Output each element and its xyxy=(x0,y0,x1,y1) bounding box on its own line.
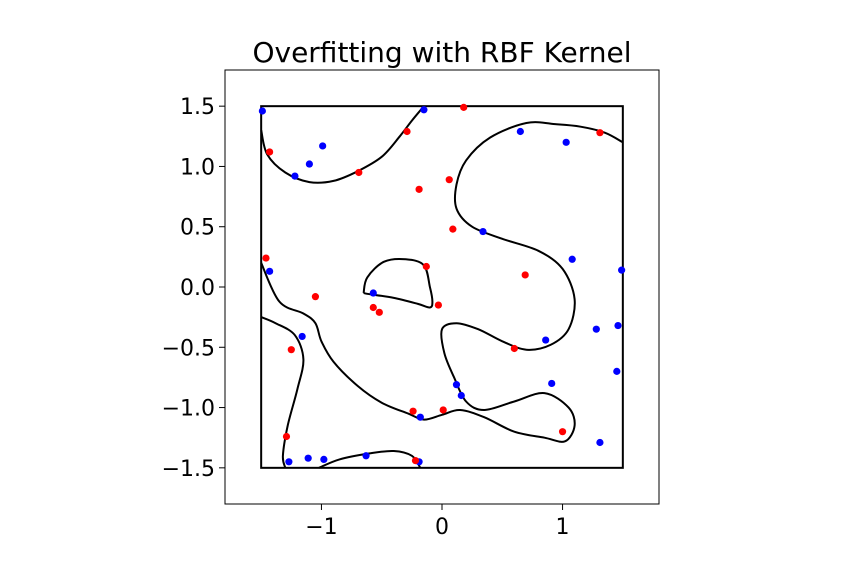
data-point xyxy=(411,457,420,465)
scatter-points-layer xyxy=(258,103,626,466)
data-point xyxy=(362,452,370,460)
y-tick-label: −1.0 xyxy=(162,397,215,422)
data-point xyxy=(409,407,417,415)
decision-boundary-curve xyxy=(362,258,434,309)
data-point xyxy=(596,438,604,447)
x-tick-label: 0 xyxy=(435,515,449,540)
data-point xyxy=(291,172,299,180)
data-point xyxy=(562,138,570,146)
x-tick-label: −1 xyxy=(305,515,337,540)
y-tick-label: −1.5 xyxy=(162,457,215,482)
y-tick-label: 1.0 xyxy=(180,155,215,180)
y-tick-label: −0.5 xyxy=(162,336,215,361)
data-point xyxy=(420,106,428,114)
data-point xyxy=(548,379,556,388)
data-point xyxy=(457,391,465,400)
data-point xyxy=(596,129,604,137)
data-point xyxy=(479,227,487,236)
data-point xyxy=(460,103,468,111)
y-tick-label: 0.5 xyxy=(180,216,215,241)
data-point xyxy=(285,458,293,466)
data-point xyxy=(568,255,576,263)
data-point xyxy=(304,454,312,462)
data-point xyxy=(258,107,266,115)
data-point xyxy=(434,301,442,309)
data-point xyxy=(416,413,424,421)
data-point xyxy=(415,185,423,193)
data-point xyxy=(266,148,274,156)
data-point xyxy=(403,127,411,136)
data-point xyxy=(282,432,291,441)
data-point xyxy=(521,271,529,279)
data-point xyxy=(439,406,447,414)
data-point xyxy=(262,254,270,262)
data-point xyxy=(445,176,453,184)
y-tick-label: 0.0 xyxy=(180,276,215,301)
data-point xyxy=(422,262,430,271)
data-point xyxy=(618,266,626,274)
data-point xyxy=(311,293,320,301)
data-point xyxy=(613,367,621,375)
axis-ticks: −1 0 1 −1.5 −1.0 −0.5 0.0 0.5 1.0 1.5 xyxy=(162,95,570,540)
x-tick-label: 1 xyxy=(556,515,570,540)
data-point xyxy=(287,346,295,354)
data-point xyxy=(369,289,377,297)
decision-boundary-layer xyxy=(260,105,624,469)
data-point xyxy=(319,142,327,150)
data-point xyxy=(266,267,274,275)
data-point xyxy=(449,225,457,233)
decision-boundary-curve xyxy=(260,316,305,469)
data-point xyxy=(305,160,313,168)
data-point xyxy=(516,127,524,136)
data-point xyxy=(375,308,383,316)
decision-boundary-curve xyxy=(260,105,425,184)
bounding-box-layer xyxy=(260,105,624,469)
y-tick-label: 1.5 xyxy=(180,95,215,120)
data-point xyxy=(542,336,550,344)
data-point xyxy=(369,303,377,312)
bounding-box xyxy=(260,105,624,469)
decision-boundary-curve xyxy=(260,121,624,443)
data-point xyxy=(355,168,363,177)
data-point xyxy=(592,325,600,333)
data-point xyxy=(452,381,461,389)
data-point xyxy=(510,344,518,353)
decision-boundary-curve xyxy=(318,449,422,469)
data-point xyxy=(614,321,622,330)
data-point xyxy=(320,455,328,463)
chart-title: Overfitting with RBF Kernel xyxy=(252,36,631,69)
axes-frame xyxy=(224,69,660,505)
data-point xyxy=(558,428,567,436)
data-point xyxy=(298,332,306,341)
